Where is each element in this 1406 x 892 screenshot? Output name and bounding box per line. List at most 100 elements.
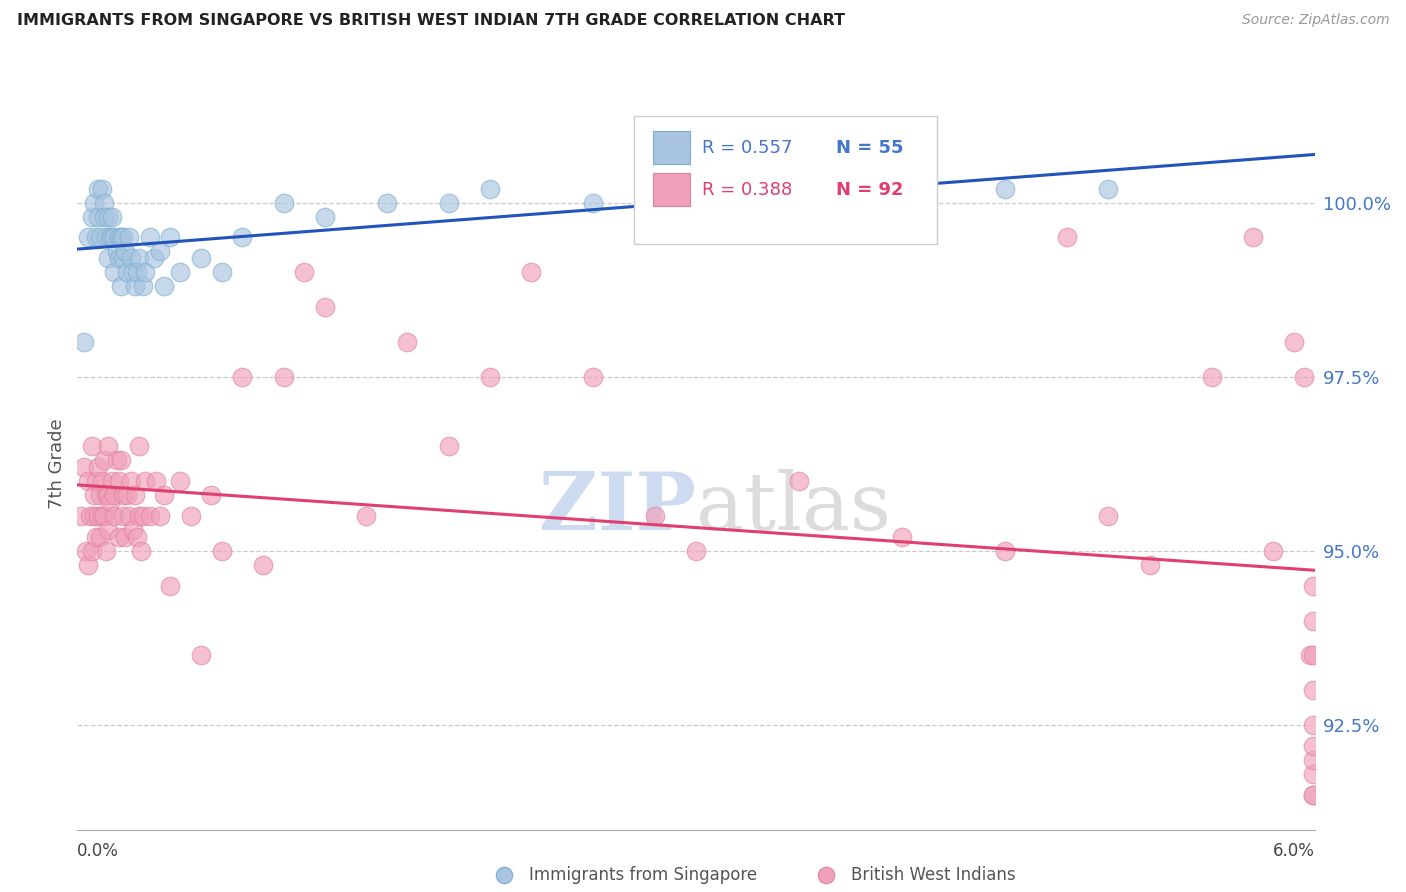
Text: IMMIGRANTS FROM SINGAPORE VS BRITISH WEST INDIAN 7TH GRADE CORRELATION CHART: IMMIGRANTS FROM SINGAPORE VS BRITISH WES…: [17, 13, 845, 29]
Point: [83, 488, 105, 502]
Point: [159, 230, 181, 244]
Point: [72, 460, 94, 475]
Point: [84, 230, 107, 244]
Point: [70, 509, 93, 524]
FancyBboxPatch shape: [652, 173, 690, 206]
Point: [91, 475, 114, 489]
Point: [93, 195, 115, 210]
Point: [1302, 739, 1324, 753]
Point: [111, 488, 134, 502]
Point: [1302, 648, 1324, 663]
Point: [134, 475, 156, 489]
Point: [211, 265, 233, 279]
Point: [396, 334, 419, 349]
Point: [84, 530, 107, 544]
Text: R = 0.388: R = 0.388: [702, 181, 793, 199]
Point: [582, 369, 605, 384]
Point: [1139, 558, 1161, 572]
Point: [120, 252, 142, 266]
Point: [644, 509, 666, 524]
Point: [1302, 788, 1324, 802]
Point: [98, 495, 121, 509]
Point: [87, 460, 110, 475]
Point: [231, 369, 253, 384]
Point: [1302, 614, 1324, 628]
Point: [1097, 182, 1119, 196]
Point: [138, 230, 160, 244]
Y-axis label: 7th Grade: 7th Grade: [48, 418, 66, 509]
Point: [118, 509, 141, 524]
Point: [314, 300, 336, 314]
Point: [1241, 230, 1264, 244]
Point: [97, 210, 120, 224]
FancyBboxPatch shape: [634, 117, 938, 244]
Point: [97, 439, 120, 453]
Point: [110, 453, 132, 467]
Text: British West Indians: British West Indians: [851, 866, 1015, 884]
Point: [252, 558, 274, 572]
Point: [582, 195, 605, 210]
Point: [520, 265, 543, 279]
Point: [103, 509, 125, 524]
Point: [98, 230, 121, 244]
Point: [75, 544, 97, 558]
Point: [134, 265, 156, 279]
Point: [159, 579, 181, 593]
Point: [211, 544, 233, 558]
Point: [103, 230, 125, 244]
Text: 0.0%: 0.0%: [77, 842, 120, 860]
Text: Source: ZipAtlas.com: Source: ZipAtlas.com: [1241, 13, 1389, 28]
FancyBboxPatch shape: [652, 131, 690, 164]
Point: [103, 488, 125, 502]
Point: [89, 530, 111, 544]
Point: [190, 648, 212, 663]
Point: [132, 509, 155, 524]
Point: [128, 439, 150, 453]
Point: [89, 488, 111, 502]
Point: [89, 230, 111, 244]
Point: [107, 230, 129, 244]
Point: [169, 475, 191, 489]
Point: [115, 488, 138, 502]
Point: [110, 230, 132, 244]
Point: [93, 509, 115, 524]
Point: [437, 439, 460, 453]
Point: [93, 210, 115, 224]
Point: [80, 439, 103, 453]
Point: [124, 488, 146, 502]
Point: [1302, 767, 1324, 781]
Point: [76, 558, 98, 572]
Point: [128, 509, 150, 524]
Point: [231, 230, 253, 244]
Point: [1302, 753, 1324, 767]
Point: [83, 195, 105, 210]
Point: [138, 509, 160, 524]
Point: [478, 182, 501, 196]
Point: [84, 475, 107, 489]
Point: [124, 279, 146, 293]
Point: [787, 182, 810, 196]
Point: [76, 230, 98, 244]
Point: [101, 230, 124, 244]
Point: [111, 230, 134, 244]
Point: [105, 453, 128, 467]
Point: [994, 544, 1017, 558]
Point: [87, 182, 110, 196]
Point: [132, 279, 155, 293]
Point: [97, 252, 120, 266]
Point: [1263, 544, 1285, 558]
Point: [891, 530, 914, 544]
Point: [1056, 230, 1078, 244]
Point: [1302, 788, 1324, 802]
Text: N = 92: N = 92: [835, 181, 903, 199]
Point: [685, 182, 707, 196]
Point: [97, 488, 120, 502]
Point: [114, 244, 136, 259]
Point: [111, 252, 134, 266]
Point: [107, 252, 129, 266]
Point: [101, 210, 124, 224]
Point: [375, 195, 398, 210]
Point: [1302, 718, 1324, 732]
Point: [1302, 579, 1324, 593]
Point: [122, 265, 145, 279]
